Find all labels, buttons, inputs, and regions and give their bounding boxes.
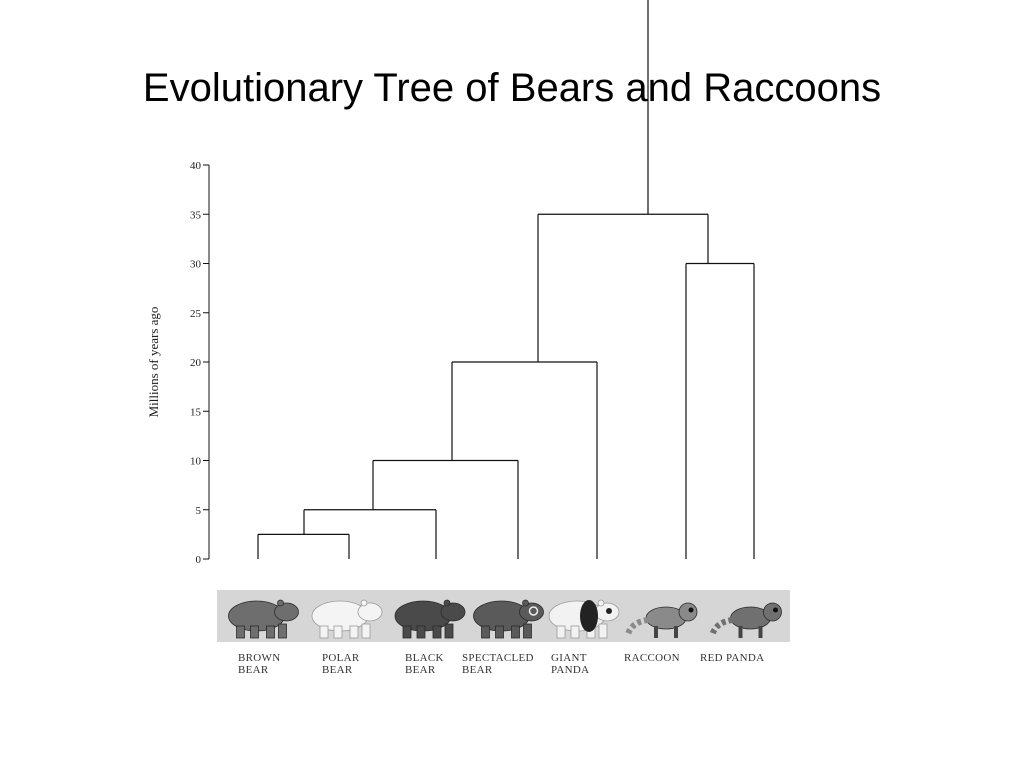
species-label-black: BLACK — [405, 652, 444, 664]
animal-leg — [278, 623, 287, 639]
species-label-redpanda: RED PANDA — [700, 652, 764, 664]
animal-eye-mask — [688, 607, 694, 613]
animal-leg — [495, 625, 504, 639]
animal-leg — [319, 625, 329, 639]
panda-eye-patch — [606, 608, 612, 614]
animal-head — [440, 602, 466, 622]
panda-shoulder-patch — [580, 600, 598, 632]
black-bear-illustration — [394, 599, 466, 639]
animal-leg — [738, 626, 743, 638]
y-tick-label: 25 — [190, 308, 202, 320]
y-tick-label: 30 — [190, 259, 202, 271]
animal-head — [678, 602, 698, 622]
animal-leg — [598, 623, 608, 639]
animal-tail — [709, 617, 733, 636]
animal-head — [357, 602, 383, 622]
species-label-polar: POLAR — [322, 652, 360, 664]
species-label-spectacled-line2: BEAR — [462, 664, 493, 676]
species-label-spectacled: SPECTACLED — [462, 652, 534, 664]
animal-eye-mask — [773, 607, 778, 613]
species-illustration-strip — [217, 590, 790, 642]
animal-leg — [481, 625, 490, 639]
animal-leg — [236, 625, 245, 639]
species-label-brown: BROWN — [238, 652, 280, 664]
y-tick-label: 20 — [190, 357, 202, 369]
species-label-panda: GIANT — [551, 652, 587, 664]
tree-branches — [257, 0, 755, 559]
animal-leg — [674, 626, 678, 638]
species-label-brown-line2: BEAR — [238, 664, 269, 676]
animal-ear — [360, 599, 368, 607]
y-tick-label: 10 — [190, 456, 202, 468]
y-tick-label: 15 — [190, 406, 202, 418]
y-tick-label: 5 — [196, 505, 202, 517]
animal-leg — [361, 623, 371, 639]
animal-leg — [444, 623, 454, 639]
animal-ear — [277, 599, 284, 607]
animal-head — [519, 602, 544, 622]
raccoon-illustration — [625, 602, 698, 638]
species-label-raccoon: RACCOON — [624, 652, 680, 664]
polar-bear-illustration — [311, 599, 383, 639]
red-panda-illustration — [709, 602, 782, 638]
giant-panda-illustration — [548, 599, 620, 639]
y-tick-label: 0 — [196, 554, 202, 566]
species-label-black-line2: BEAR — [405, 664, 436, 676]
animal-leg — [523, 623, 532, 639]
animal-head — [763, 602, 782, 622]
animal-ear — [597, 599, 605, 607]
spectacled-bear-illustration — [473, 599, 544, 639]
animal-head — [274, 602, 299, 622]
animal-leg — [654, 626, 658, 638]
animal-leg — [416, 625, 426, 639]
animal-leg — [333, 625, 343, 639]
animal-leg — [758, 626, 763, 638]
animal-leg — [266, 625, 275, 639]
animal-leg — [570, 625, 580, 639]
animal-leg — [556, 625, 566, 639]
animal-leg — [250, 625, 259, 639]
animal-tail — [625, 617, 649, 636]
species-label-panda-line2: PANDA — [551, 664, 589, 676]
species-label-polar-line2: BEAR — [322, 664, 353, 676]
animal-leg — [349, 625, 359, 639]
species-labels: BROWNBEARPOLARBEARBLACKBEARSPECTACLEDBEA… — [238, 652, 764, 676]
y-axis: 0 5 10 15 20 25 30 35 40 — [190, 160, 210, 566]
y-tick-label: 40 — [190, 160, 202, 172]
brown-bear-illustration — [228, 599, 299, 639]
y-axis-label: Millions of years ago — [146, 307, 161, 418]
slide-title: Evolutionary Tree of Bears and Raccoons — [142, 66, 882, 110]
spectacle-marking — [528, 606, 539, 616]
animal-leg — [511, 625, 520, 639]
animal-leg — [402, 625, 412, 639]
animal-ear — [522, 599, 529, 607]
animal-leg — [432, 625, 442, 639]
y-tick-label: 35 — [190, 209, 202, 221]
animal-ear — [443, 599, 451, 607]
